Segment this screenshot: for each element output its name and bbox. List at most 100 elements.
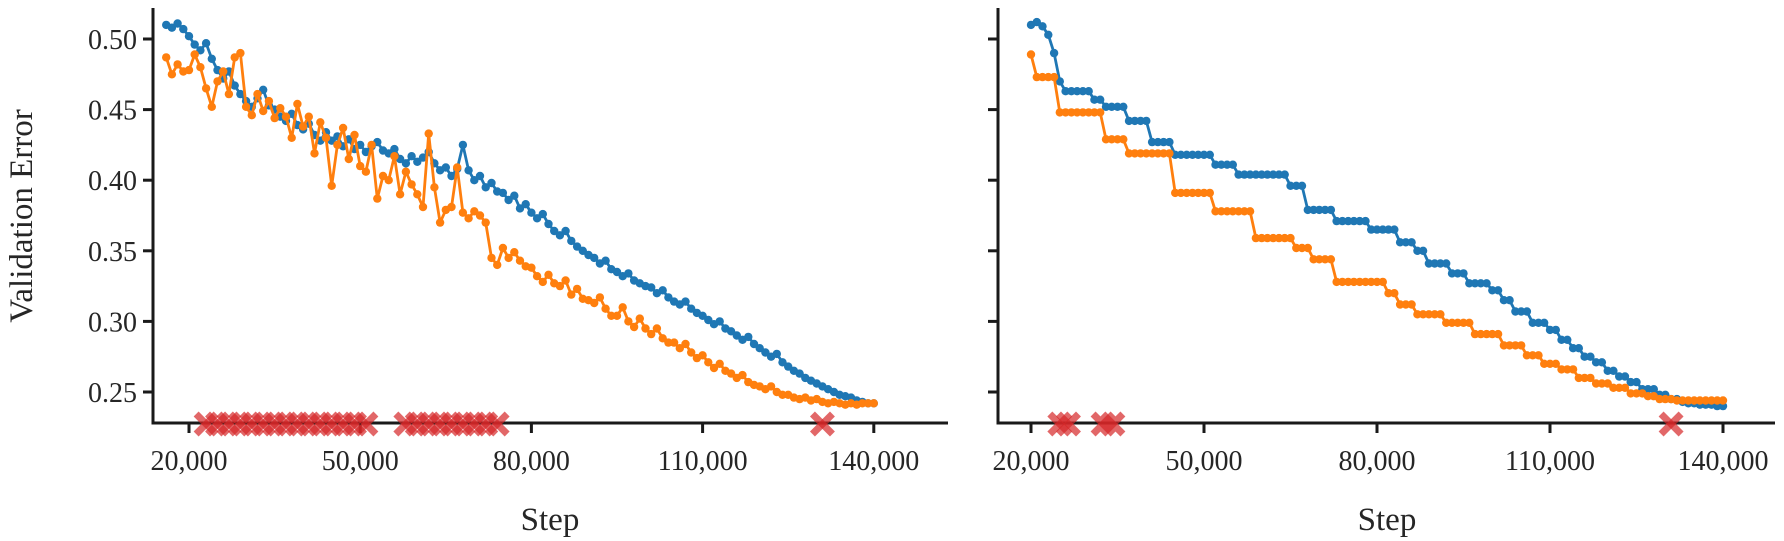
data-point-marker bbox=[1349, 277, 1359, 287]
data-point-marker bbox=[624, 269, 633, 278]
x-tick-label: 80,000 bbox=[493, 446, 570, 477]
data-point-marker bbox=[447, 171, 456, 181]
data-point-marker bbox=[1522, 307, 1532, 316]
data-point-marker bbox=[1096, 95, 1105, 104]
y-tick-label: 0.35 bbox=[88, 237, 137, 268]
y-tick-label: 0.50 bbox=[88, 25, 137, 56]
data-point-marker bbox=[1055, 77, 1065, 86]
data-point-marker bbox=[1522, 351, 1532, 360]
data-point-marker bbox=[1442, 318, 1451, 327]
data-point-marker bbox=[1038, 72, 1047, 82]
data-point-marker bbox=[293, 99, 302, 109]
data-point-marker bbox=[778, 358, 787, 367]
data-point-marker bbox=[572, 284, 582, 294]
x-tick-label: 80,000 bbox=[1339, 446, 1416, 477]
data-point-marker bbox=[458, 140, 468, 150]
data-point-marker bbox=[1251, 170, 1261, 179]
data-point-marker bbox=[1326, 255, 1336, 264]
data-point-marker bbox=[435, 218, 445, 227]
data-point-marker bbox=[475, 211, 485, 220]
data-point-marker bbox=[1303, 205, 1313, 215]
data-point-marker bbox=[1297, 181, 1307, 190]
data-point-marker bbox=[1545, 325, 1555, 335]
data-point-marker bbox=[515, 256, 525, 265]
data-point-marker bbox=[321, 133, 331, 142]
data-point-marker bbox=[1511, 341, 1520, 350]
data-point-marker bbox=[190, 40, 199, 49]
data-point-marker bbox=[544, 219, 553, 229]
data-point-marker bbox=[869, 399, 878, 408]
data-point-marker bbox=[1338, 216, 1347, 226]
x-axis-label-right: Step bbox=[1358, 502, 1417, 538]
data-point-marker bbox=[1044, 72, 1053, 82]
data-point-marker bbox=[167, 70, 177, 79]
data-point-marker bbox=[361, 167, 371, 176]
data-point-marker bbox=[1055, 108, 1065, 117]
axis-ticks: 20,000 50,000 80,000 110,000 140,000 bbox=[988, 37, 1769, 477]
data-point-marker bbox=[1540, 359, 1549, 368]
data-point-marker bbox=[259, 85, 268, 95]
data-point-marker bbox=[447, 202, 456, 212]
data-point-marker bbox=[173, 60, 182, 69]
data-point-marker bbox=[1626, 389, 1635, 398]
data-point-marker bbox=[1245, 170, 1255, 179]
data-point-marker bbox=[1568, 365, 1578, 374]
data-point-marker bbox=[1182, 150, 1191, 159]
data-point-marker bbox=[510, 248, 519, 257]
data-point-marker bbox=[259, 106, 268, 116]
data-point-marker bbox=[201, 39, 211, 48]
data-point-marker bbox=[1090, 95, 1099, 104]
data-point-marker bbox=[1205, 150, 1215, 159]
data-point-marker bbox=[1418, 310, 1428, 319]
data-point-marker bbox=[647, 283, 656, 292]
data-point-marker bbox=[1078, 108, 1088, 117]
data-point-marker bbox=[1119, 135, 1128, 144]
data-point-marker bbox=[327, 181, 336, 190]
x-tick-label: 110,000 bbox=[658, 446, 748, 477]
data-point-marker bbox=[1418, 246, 1428, 255]
data-point-marker bbox=[726, 369, 736, 378]
data-point-marker bbox=[1044, 30, 1053, 39]
data-point-marker bbox=[1349, 216, 1359, 226]
data-point-marker bbox=[1632, 389, 1641, 398]
data-point-marker bbox=[1245, 207, 1255, 216]
data-point-marker bbox=[1199, 150, 1209, 159]
data-point-marker bbox=[1407, 300, 1416, 309]
data-point-marker bbox=[401, 167, 411, 176]
checkpoint-x-icon bbox=[809, 411, 835, 437]
data-point-marker bbox=[1407, 238, 1416, 247]
data-point-marker bbox=[1551, 359, 1561, 368]
data-point-marker bbox=[1280, 170, 1289, 179]
data-point-marker bbox=[453, 163, 462, 172]
data-point-marker bbox=[1620, 383, 1630, 392]
data-point-marker bbox=[567, 236, 576, 246]
x-tick-label: 140,000 bbox=[828, 446, 919, 477]
data-point-marker bbox=[1286, 181, 1295, 190]
data-point-marker bbox=[1269, 233, 1278, 243]
data-point-marker bbox=[1315, 205, 1324, 215]
data-point-marker bbox=[367, 140, 376, 150]
data-point-marker bbox=[521, 200, 530, 209]
data-point-marker bbox=[1159, 149, 1168, 158]
data-point-marker bbox=[401, 159, 411, 168]
checkpoint-x-icon bbox=[484, 411, 510, 437]
data-point-marker bbox=[487, 253, 496, 263]
data-point-marker bbox=[504, 195, 513, 205]
data-point-marker bbox=[1165, 149, 1174, 158]
data-point-marker bbox=[1338, 277, 1347, 287]
data-point-marker bbox=[1107, 102, 1116, 112]
data-point-marker bbox=[281, 112, 291, 121]
data-point-marker bbox=[1096, 108, 1105, 117]
data-point-marker bbox=[772, 349, 781, 359]
data-point-marker bbox=[333, 140, 342, 150]
series-run-blue bbox=[162, 19, 878, 408]
checkpoint-x-marks bbox=[193, 411, 835, 437]
data-point-marker bbox=[498, 188, 508, 198]
data-point-marker bbox=[629, 322, 639, 332]
data-point-marker bbox=[755, 344, 764, 353]
data-point-marker bbox=[1424, 310, 1434, 319]
data-point-marker bbox=[464, 214, 473, 223]
data-point-marker bbox=[230, 81, 239, 90]
data-point-marker bbox=[190, 50, 199, 59]
data-point-marker bbox=[1390, 289, 1399, 298]
